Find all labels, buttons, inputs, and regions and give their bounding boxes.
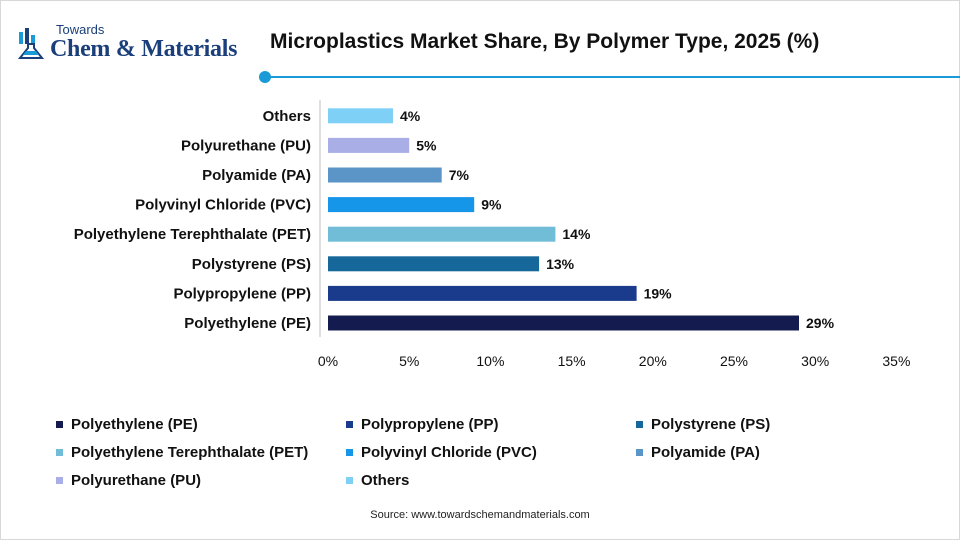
legend-label: Polyethylene (PE): [71, 415, 198, 433]
legend-label: Polystyrene (PS): [651, 415, 771, 433]
x-tick-label: 15%: [558, 353, 586, 369]
legend-item-polyethylene-pe: Polyethylene (PE): [56, 414, 198, 434]
legend-item-others: Others: [346, 470, 409, 490]
x-tick-label: 30%: [801, 353, 829, 369]
bar-polyethylene-pe: [328, 315, 799, 331]
value-label-others: 4%: [400, 108, 421, 124]
category-label-polyamide-pa: Polyamide (PA): [202, 167, 311, 184]
legend-item-polystyrene-ps: Polystyrene (PS): [636, 414, 770, 434]
chart-legend: Polyethylene (PE) Polypropylene (PP) Polys…: [56, 412, 936, 496]
bar-polyurethane-pu: [328, 137, 410, 153]
legend-label: Others: [361, 471, 410, 489]
legend-label: Polyurethane (PU): [71, 471, 202, 489]
title-divider: [259, 71, 960, 83]
bar-polypropylene-pp: [328, 285, 637, 301]
legend-label: Polyethylene Terephthalate (PET): [71, 443, 309, 461]
source-note: Source: www.towardschemandmaterials.com: [370, 509, 590, 521]
bar-polyethylene-terephthalate-pet: [328, 226, 556, 242]
brand-line-2: Chem & Materials: [50, 36, 238, 62]
legend-swatch: [56, 420, 63, 428]
value-label-polyurethane-pu: 5%: [416, 137, 437, 153]
bars-layer: Polyethylene (PE) 29% Polypropylene (PP) 19…: [74, 108, 835, 332]
bar-chart: Polyethylene (PE) 29% Polypropylene (PP) 19…: [74, 100, 911, 369]
x-tick-label: 5%: [399, 353, 419, 369]
value-label-polystyrene-ps: 13%: [546, 256, 575, 272]
x-tick-label: 20%: [639, 353, 667, 369]
category-label-polyurethane-pu: Polyurethane (PU): [181, 137, 311, 154]
category-label-polyethylene-pe: Polyethylene (PE): [184, 315, 311, 332]
legend-item-polypropylene-pp: Polypropylene (PP): [346, 414, 499, 434]
legend-swatch: [636, 448, 643, 456]
value-label-polyethylene-terephthalate-pet: 14%: [562, 226, 591, 242]
bar-polyvinyl-chloride-pvc: [328, 197, 475, 213]
legend-swatch: [346, 448, 353, 456]
legend-label: Polyamide (PA): [651, 443, 760, 461]
category-label-others: Others: [263, 108, 311, 125]
legend-label: Polyvinyl Chloride (PVC): [361, 443, 537, 461]
category-label-polyethylene-terephthalate-pet: Polyethylene Terephthalate (PET): [74, 226, 311, 243]
value-label-polyethylene-pe: 29%: [806, 315, 835, 331]
brand-line-1: Towards: [56, 22, 105, 37]
legend-swatch: [346, 420, 353, 428]
legend-swatch: [56, 476, 63, 484]
flask-chart-icon: [17, 28, 45, 59]
legend-swatch: [636, 420, 643, 428]
category-label-polystyrene-ps: Polystyrene (PS): [192, 256, 311, 273]
legend-item-polyvinyl-chloride-pvc: Polyvinyl Chloride (PVC): [346, 442, 537, 462]
legend-swatch: [56, 448, 63, 456]
value-label-polyamide-pa: 7%: [449, 167, 470, 183]
legend-item-polyamide-pa: Polyamide (PA): [636, 442, 760, 462]
x-tick-label: 35%: [882, 353, 910, 369]
bar-others: [328, 108, 393, 124]
legend-swatch: [346, 476, 353, 484]
chart-title: Microplastics Market Share, By Polymer T…: [270, 30, 820, 53]
bar-polyamide-pa: [328, 167, 442, 183]
legend-item-polyurethane-pu: Polyurethane (PU): [56, 470, 201, 490]
value-label-polypropylene-pp: 19%: [644, 285, 673, 301]
category-label-polypropylene-pp: Polypropylene (PP): [173, 285, 311, 302]
legend-item-polyethylene-terephthalate-pet: Polyethylene Terephthalate (PET): [56, 442, 308, 462]
bar-polystyrene-ps: [328, 256, 540, 272]
x-tick-label: 0%: [318, 353, 338, 369]
x-tick-label: 10%: [476, 353, 504, 369]
brand-logo: Towards Chem & Materials: [16, 22, 256, 68]
legend-label: Polypropylene (PP): [361, 415, 499, 433]
category-label-polyvinyl-chloride-pvc: Polyvinyl Chloride (PVC): [135, 197, 311, 214]
x-tick-label: 25%: [720, 353, 748, 369]
x-axis-ticks: 0% 5% 10% 15% 20% 25% 30% 35%: [318, 353, 911, 369]
value-label-polyvinyl-chloride-pvc: 9%: [481, 197, 502, 213]
